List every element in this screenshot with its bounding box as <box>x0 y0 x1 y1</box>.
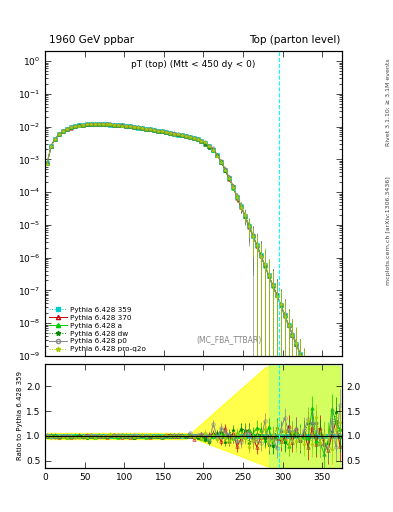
Line: Pythia 6.428 370: Pythia 6.428 370 <box>46 122 342 455</box>
Pythia 6.428 a <box>270 283 275 289</box>
Pythia 6.428 a <box>68 124 73 131</box>
Pythia 6.428 pro-q2o <box>282 312 287 318</box>
Pythia 6.428 p0 <box>68 124 73 130</box>
Y-axis label: Ratio to Pythia 6.428 359: Ratio to Pythia 6.428 359 <box>17 372 23 460</box>
Pythia 6.428 dw <box>270 282 275 288</box>
Pythia 6.428 dw <box>68 124 73 131</box>
Pythia 6.428 pro-q2o <box>310 381 314 388</box>
Pythia 6.428 pro-q2o <box>68 124 73 131</box>
Pythia 6.428 dw <box>45 160 50 166</box>
Pythia 6.428 370 <box>310 381 314 387</box>
Text: Rivet 3.1.10; ≥ 3.1M events: Rivet 3.1.10; ≥ 3.1M events <box>386 58 391 146</box>
Text: Top (parton level): Top (parton level) <box>248 35 340 45</box>
Pythia 6.428 pro-q2o <box>290 332 295 338</box>
Pythia 6.428 359 <box>270 282 275 288</box>
Pythia 6.428 dw <box>92 121 97 127</box>
Line: Pythia 6.428 p0: Pythia 6.428 p0 <box>46 122 342 455</box>
Pythia 6.428 370 <box>338 451 342 457</box>
Pythia 6.428 dw <box>282 313 287 319</box>
Legend: Pythia 6.428 359, Pythia 6.428 370, Pythia 6.428 a, Pythia 6.428 dw, Pythia 6.42: Pythia 6.428 359, Pythia 6.428 370, Pyth… <box>49 307 146 352</box>
Pythia 6.428 359 <box>310 381 314 388</box>
Pythia 6.428 370 <box>270 282 275 288</box>
Pythia 6.428 p0 <box>282 311 287 317</box>
Pythia 6.428 370 <box>282 311 287 317</box>
Pythia 6.428 p0 <box>45 160 50 166</box>
Pythia 6.428 pro-q2o <box>338 451 342 457</box>
Pythia 6.428 359 <box>338 451 342 457</box>
Pythia 6.428 dw <box>310 381 314 387</box>
Pythia 6.428 p0 <box>96 121 101 127</box>
Pythia 6.428 p0 <box>310 381 314 387</box>
Pythia 6.428 a <box>278 302 283 308</box>
Pythia 6.428 p0 <box>290 331 295 337</box>
Pythia 6.428 a <box>310 380 314 386</box>
Pythia 6.428 370 <box>278 301 283 307</box>
Pythia 6.428 a <box>45 160 50 166</box>
Text: 1960 GeV ppbar: 1960 GeV ppbar <box>49 35 134 45</box>
Pythia 6.428 359 <box>100 121 105 127</box>
Pythia 6.428 359 <box>282 312 287 318</box>
Pythia 6.428 a <box>338 451 342 457</box>
Pythia 6.428 370 <box>45 160 50 166</box>
Pythia 6.428 359 <box>45 160 50 166</box>
Pythia 6.428 dw <box>290 332 295 338</box>
Pythia 6.428 pro-q2o <box>45 160 50 166</box>
Line: Pythia 6.428 359: Pythia 6.428 359 <box>46 122 342 455</box>
Text: mcplots.cern.ch [arXiv:1306.3436]: mcplots.cern.ch [arXiv:1306.3436] <box>386 176 391 285</box>
Pythia 6.428 pro-q2o <box>88 121 93 127</box>
Pythia 6.428 p0 <box>278 301 283 307</box>
Pythia 6.428 359 <box>68 124 73 131</box>
Pythia 6.428 p0 <box>270 283 275 289</box>
Pythia 6.428 dw <box>278 302 283 308</box>
Text: pT (top) (Mtt < 450 dy < 0): pT (top) (Mtt < 450 dy < 0) <box>131 60 256 69</box>
Pythia 6.428 370 <box>290 332 295 338</box>
Pythia 6.428 dw <box>338 451 342 457</box>
Pythia 6.428 a <box>290 331 295 337</box>
Text: (MC_FBA_TTBAR): (MC_FBA_TTBAR) <box>196 335 262 344</box>
Pythia 6.428 370 <box>92 121 97 127</box>
Pythia 6.428 359 <box>278 302 283 308</box>
Pythia 6.428 370 <box>68 124 73 131</box>
Line: Pythia 6.428 pro-q2o: Pythia 6.428 pro-q2o <box>46 122 342 456</box>
Pythia 6.428 pro-q2o <box>278 301 283 307</box>
Pythia 6.428 a <box>96 121 101 127</box>
Pythia 6.428 a <box>282 312 287 318</box>
Pythia 6.428 p0 <box>338 450 342 456</box>
Pythia 6.428 359 <box>290 331 295 337</box>
Line: Pythia 6.428 dw: Pythia 6.428 dw <box>46 122 342 456</box>
Pythia 6.428 pro-q2o <box>270 282 275 288</box>
Line: Pythia 6.428 a: Pythia 6.428 a <box>46 122 342 455</box>
